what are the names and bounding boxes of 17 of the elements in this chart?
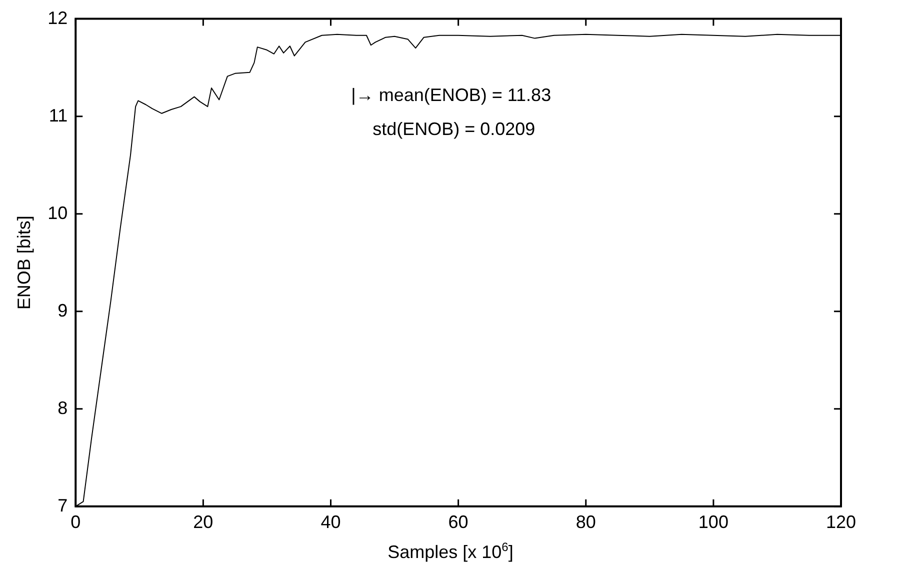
x-tick-label: 120	[826, 512, 856, 532]
annotation: std(ENOB) = 0.0209	[372, 118, 536, 139]
y-tick-label: 10	[48, 202, 68, 223]
x-tick-label: 20	[193, 512, 214, 532]
x-tick-label: 80	[576, 512, 596, 532]
x-tick-label: 40	[320, 512, 341, 532]
y-tick-label: 12	[48, 8, 68, 28]
y-tick-label: 8	[58, 398, 68, 418]
annotation: |→ mean(ENOB) = 11.83	[351, 84, 552, 105]
x-tick-label: 0	[70, 512, 81, 532]
y-axis-title: ENOB [bits]	[14, 216, 34, 310]
x-tick-label: 100	[698, 512, 728, 532]
y-tick-label: 9	[58, 300, 68, 320]
y-tick-label: 11	[48, 105, 68, 126]
x-axis-title: Samples [x 10$^{6}$]	[386, 540, 514, 563]
y-tick-label: 7	[58, 495, 68, 516]
x-tick-label: 60	[448, 512, 468, 532]
